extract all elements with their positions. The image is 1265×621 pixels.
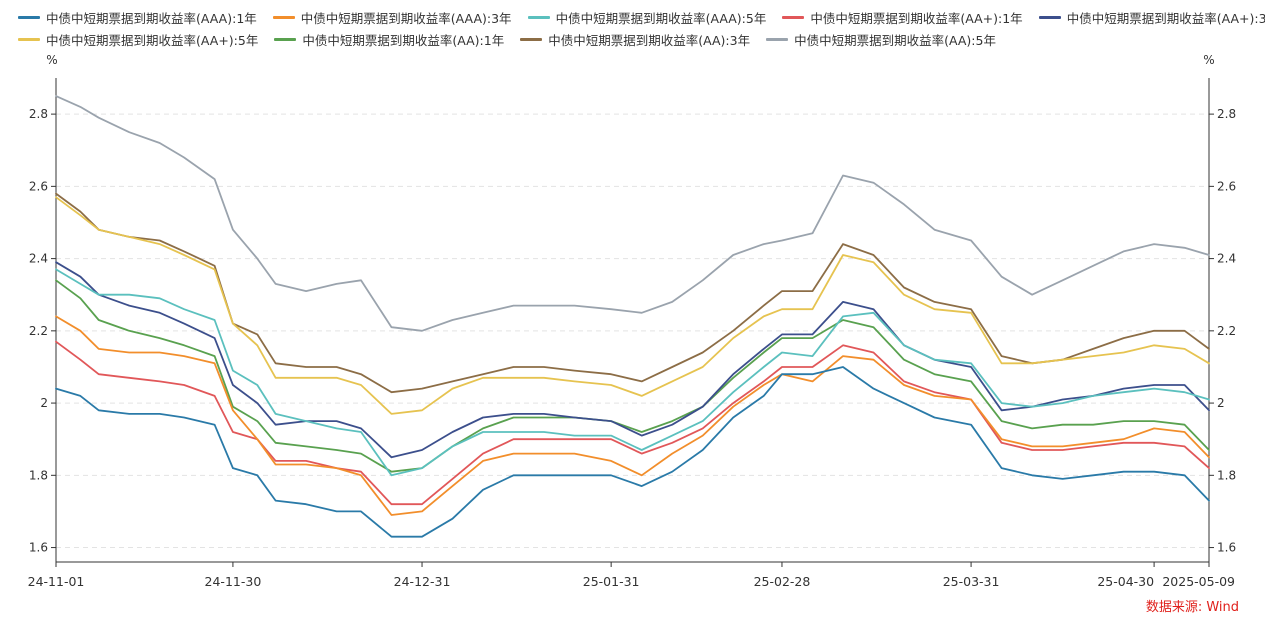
x-tick-label: 25-01-31 [583,574,640,589]
legend-item: 中债中短期票据到期收益率(AA+):1年 [782,8,1023,27]
legend-swatch [274,37,297,41]
x-tick-label: 25-03-31 [943,574,1000,589]
legend-label: 中债中短期票据到期收益率(AA+):1年 [810,10,1023,26]
legend-item: 中债中短期票据到期收益率(AA):5年 [766,30,996,49]
legend-swatch [1038,15,1061,19]
legend-item: 中债中短期票据到期收益率(AA):1年 [274,30,504,49]
legend-item: 中债中短期票据到期收益率(AAA):3年 [272,8,512,27]
series-line [55,366,1210,538]
x-tick-label: 2025-05-09 [1162,574,1235,589]
legend-row: 中债中短期票据到期收益率(AAA):1年 中债中短期票据到期收益率(AAA):3年… [18,6,1265,28]
legend-row: 中债中短期票据到期收益率(AA+):5年 中债中短期票据到期收益率(AA):1年 中… [18,28,1258,50]
x-tick-label: 24-12-31 [394,574,451,589]
legend-swatch [766,37,789,41]
y-unit-right: % [1203,53,1214,67]
legend-label: 中债中短期票据到期收益率(AA):5年 [794,32,996,48]
y-tick-label-left: 1.6 [29,541,48,555]
legend-label: 中债中短期票据到期收益率(AAA):5年 [555,10,767,26]
y-unit-left: % [46,53,57,67]
legend-item: 中债中短期票据到期收益率(AA+):3年 [1038,8,1265,27]
legend-swatch [520,37,543,41]
data-source-note: 数据来源: Wind [1145,600,1239,615]
legend-item: 中债中短期票据到期收益率(AAA):1年 [18,8,257,27]
y-tick-label-left: 2.8 [29,107,48,121]
series-line [55,268,1210,477]
x-tick-label: 24-11-01 [28,574,85,589]
legend-item: 中债中短期票据到期收益率(AAA):5年 [527,8,767,27]
y-tick-label-right: 1.6 [1217,541,1236,555]
y-tick-label-left: 2.2 [29,324,48,338]
y-tick-label-right: 1.8 [1217,468,1236,482]
legend-swatch [18,37,40,41]
series-line [55,340,1210,506]
legend-label: 中债中短期票据到期收益率(AAA):3年 [300,10,512,26]
legend-label: 中债中短期票据到期收益率(AA):3年 [548,32,751,48]
x-tick-label: 25-02-28 [754,574,811,589]
legend-label: 中债中短期票据到期收益率(AA+):3年 [1066,10,1265,26]
legend-swatch [782,15,805,19]
y-tick-label-right: 2 [1217,396,1225,410]
legend-swatch [272,15,295,19]
series-line [55,315,1210,516]
y-tick-label-left: 2.4 [29,252,48,266]
series-line [55,95,1210,332]
y-tick-label-left: 2 [40,396,48,410]
legend-label: 中债中短期票据到期收益率(AA+):5年 [46,32,259,48]
x-tick-label: 24-11-30 [205,574,262,589]
legend-label: 中债中短期票据到期收益率(AAA):1年 [46,10,257,26]
legend-item: 中债中短期票据到期收益率(AA+):5年 [18,30,258,49]
legend-item: 中债中短期票据到期收益率(AA):3年 [520,30,750,49]
y-tick-label-left: 2.6 [29,179,48,193]
y-tick-label-left: 1.8 [29,468,48,482]
y-tick-label-right: 2.2 [1217,324,1236,338]
legend-label: 中债中短期票据到期收益率(AA):1年 [302,32,505,48]
y-tick-label-right: 2.6 [1217,179,1236,193]
legend-swatch [527,15,550,19]
y-tick-label-right: 2.8 [1217,107,1236,121]
series-line [55,196,1210,415]
legend-swatch [18,15,40,19]
series-line [55,261,1210,459]
x-tick-label: 25-04-30 [1097,574,1154,589]
y-tick-label-right: 2.4 [1217,252,1236,266]
chart-legend: 中债中短期票据到期收益率(AAA):1年 中债中短期票据到期收益率(AAA):3年… [18,6,1265,50]
